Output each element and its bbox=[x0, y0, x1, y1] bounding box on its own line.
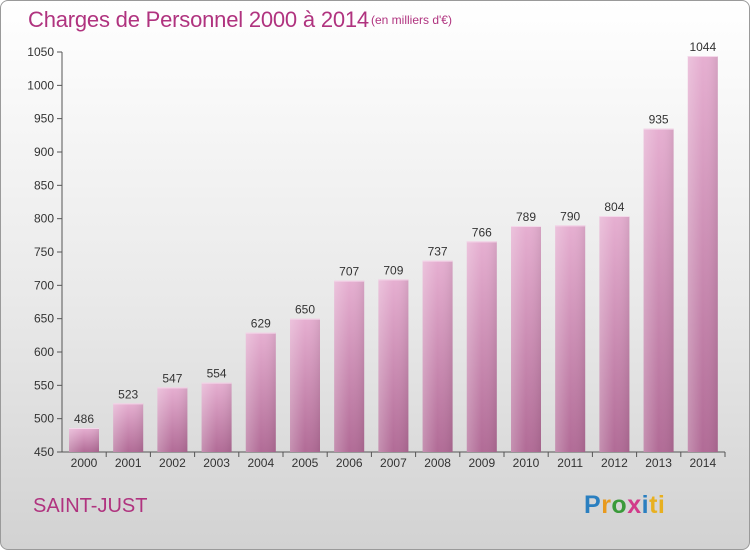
bar-shade bbox=[245, 332, 276, 452]
data-label: 547 bbox=[162, 371, 182, 385]
y-tick-label: 950 bbox=[34, 112, 54, 126]
x-tick-label: 2009 bbox=[468, 456, 495, 470]
proxiti-logo: Proxiti bbox=[584, 491, 666, 519]
y-tick-label: 1000 bbox=[27, 78, 54, 92]
bar-shade bbox=[511, 226, 541, 452]
data-label: 486 bbox=[74, 412, 94, 426]
x-tick-label: 2005 bbox=[292, 456, 319, 470]
bar-shade bbox=[643, 128, 674, 452]
data-label: 707 bbox=[339, 265, 359, 279]
data-label: 766 bbox=[472, 225, 492, 239]
x-tick-label: 2012 bbox=[601, 456, 628, 470]
x-tick-label: 2002 bbox=[159, 456, 186, 470]
y-tick-label: 850 bbox=[34, 178, 54, 192]
bar-shade bbox=[69, 428, 99, 452]
y-tick-label: 700 bbox=[34, 278, 54, 292]
data-label: 1044 bbox=[689, 40, 716, 54]
x-tick-label: 2014 bbox=[689, 456, 716, 470]
bar-shade bbox=[599, 216, 630, 452]
chart-title: Charges de Personnel 2000 à 2014 bbox=[28, 7, 369, 32]
x-tick-label: 2004 bbox=[247, 456, 274, 470]
x-tick-label: 2001 bbox=[115, 456, 142, 470]
x-tick-label: 2006 bbox=[336, 456, 363, 470]
x-tick-label: 2013 bbox=[645, 456, 672, 470]
data-label: 804 bbox=[604, 200, 624, 214]
x-tick-label: 2000 bbox=[71, 456, 98, 470]
bar-shade bbox=[290, 318, 320, 452]
y-tick-label: 1050 bbox=[27, 45, 54, 59]
town-name: SAINT-JUST bbox=[33, 495, 148, 517]
x-tick-label: 2011 bbox=[557, 456, 583, 470]
bar-shade bbox=[334, 280, 365, 452]
bar-shade bbox=[687, 56, 718, 452]
data-label: 790 bbox=[560, 209, 580, 223]
data-label: 737 bbox=[428, 245, 448, 259]
bar-shade bbox=[378, 279, 409, 452]
bar-shade bbox=[113, 403, 144, 452]
y-tick-label: 550 bbox=[34, 378, 54, 392]
y-tick-label: 750 bbox=[34, 245, 54, 259]
y-tick-label: 600 bbox=[34, 345, 54, 359]
data-label: 709 bbox=[383, 263, 403, 277]
y-tick-label: 450 bbox=[34, 445, 54, 459]
bar-shade bbox=[201, 382, 232, 452]
chart-subtitle: (en milliers d'€) bbox=[371, 13, 452, 27]
data-label: 789 bbox=[516, 210, 536, 224]
x-tick-label: 2008 bbox=[424, 456, 451, 470]
bar-shade bbox=[422, 260, 453, 452]
bar-shade bbox=[466, 241, 497, 452]
data-label: 554 bbox=[207, 367, 227, 381]
y-tick-label: 900 bbox=[34, 145, 54, 159]
y-tick-label: 500 bbox=[34, 412, 54, 426]
data-label: 650 bbox=[295, 303, 315, 317]
data-label: 523 bbox=[118, 387, 138, 401]
bar-shade bbox=[157, 387, 188, 452]
data-label: 935 bbox=[649, 113, 669, 127]
bar-shade bbox=[555, 225, 586, 452]
x-tick-label: 2007 bbox=[380, 456, 407, 470]
x-tick-label: 2003 bbox=[203, 456, 230, 470]
y-tick-label: 800 bbox=[34, 212, 54, 226]
x-tick-label: 2010 bbox=[513, 456, 540, 470]
y-tick-label: 650 bbox=[34, 312, 54, 326]
data-label: 629 bbox=[251, 317, 271, 331]
